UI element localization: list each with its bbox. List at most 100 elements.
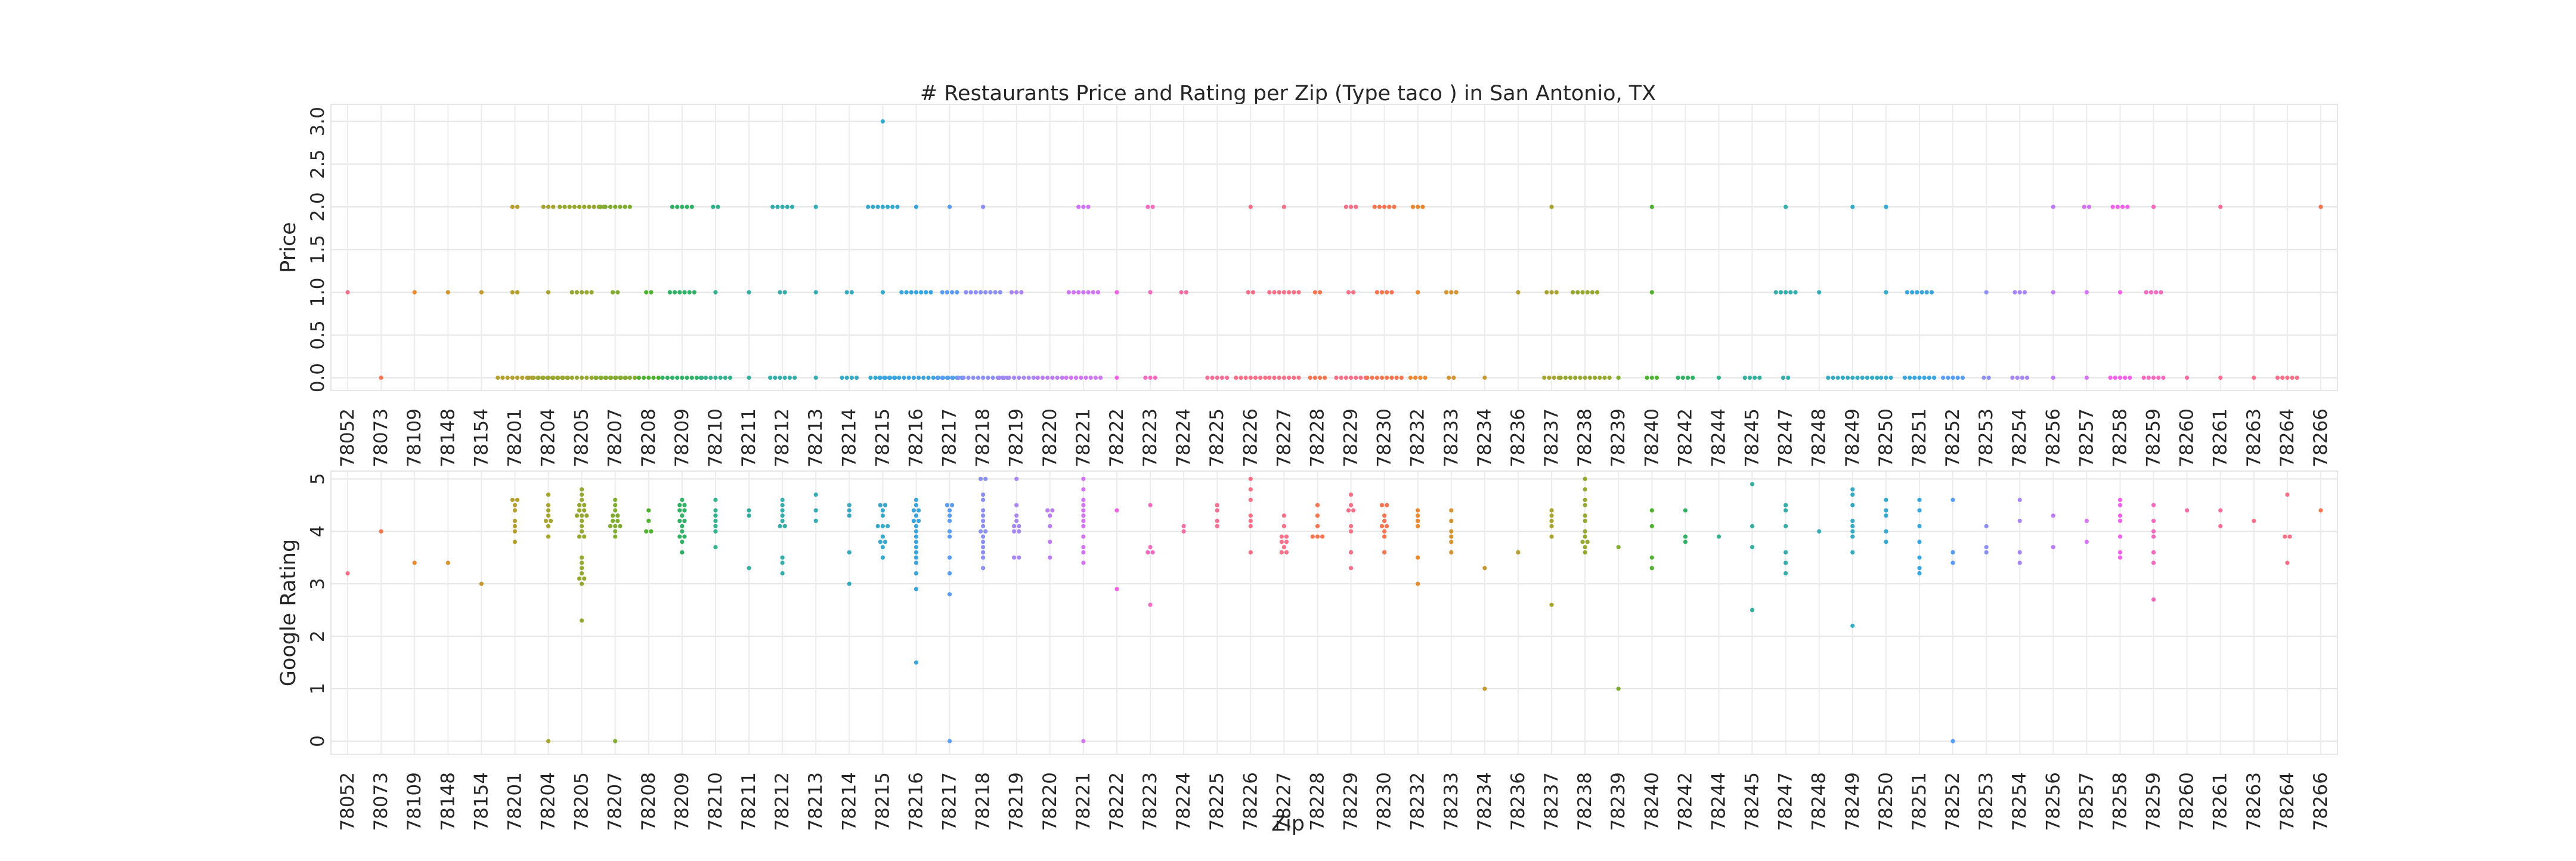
data-point [618,205,623,209]
data-point [512,503,518,507]
data-point [1784,503,1788,507]
data-point [1071,290,1076,295]
data-point [1081,560,1086,565]
x-tick-label: 78244 [1708,408,1729,467]
data-point [1035,375,1040,380]
data-point [727,375,733,380]
x-tick-label: 78251 [1909,408,1930,467]
data-point [940,375,945,380]
data-point [1315,524,1320,528]
data-point [778,290,782,295]
data-point [1081,544,1086,550]
data-point [1757,375,1762,380]
x-tick-label: 78221 [1073,408,1094,467]
data-point [981,550,986,555]
data-point [2318,508,2323,513]
data-point [572,205,577,209]
data-point [981,375,986,380]
data-point [871,205,875,209]
data-point [1086,290,1091,295]
data-point [613,375,618,380]
x-tick-label: 78260 [2176,772,2198,831]
data-point [1014,476,1019,481]
data-point [515,205,520,209]
data-point [2151,597,2156,602]
data-point [1248,205,1253,209]
data-point [608,205,613,209]
data-point [961,375,966,380]
data-point [2151,529,2156,534]
data-point [2051,544,2055,550]
data-point [1389,375,1394,380]
data-point [919,290,924,295]
data-point [1281,205,1286,209]
data-point [1645,375,1649,380]
data-point [813,508,818,513]
data-point [2120,205,2125,209]
data-point [981,205,986,209]
data-point [914,529,919,534]
data-point [1066,290,1071,295]
x-tick-label: 78226 [1240,408,1261,467]
data-point [1348,566,1354,571]
data-point [978,476,983,481]
data-point [713,518,718,524]
data-point [689,375,694,380]
data-point [1683,534,1688,539]
data-point [1981,375,1986,380]
data-point [1081,476,1086,481]
data-point [2015,375,2020,380]
data-point [955,290,959,295]
data-point [1379,375,1385,380]
data-point [550,375,555,380]
data-point [778,375,782,380]
data-point [2117,503,2123,507]
data-point [1081,550,1086,555]
data-point [1583,497,1587,502]
data-point [1012,555,1017,560]
data-point [2010,375,2015,380]
data-point [1374,375,1379,380]
data-point [569,290,574,295]
x-tick-label: 78245 [1742,772,1763,831]
data-point [2185,375,2190,380]
x-tick-label: 78212 [772,772,793,831]
data-point [1250,290,1255,295]
data-point [1239,375,1243,380]
data-point [1148,375,1153,380]
data-point [1929,290,1934,295]
data-point [713,544,718,550]
data-point [2017,560,2022,565]
data-point [1007,375,1012,380]
data-point [1286,375,1292,380]
data-point [1317,375,1323,380]
data-point [2144,290,2148,295]
x-tick-label: 78219 [1006,408,1027,467]
data-point [1284,534,1289,539]
data-point [496,375,500,380]
data-point [541,205,546,209]
data-point [926,375,931,380]
data-point [2117,534,2123,539]
data-point [1884,497,1888,502]
data-point [1248,497,1253,502]
x-tick-label: 78218 [973,772,994,831]
data-point [1549,508,1554,513]
data-point [551,205,556,209]
data-point [1750,482,1755,487]
data-point [677,518,682,524]
data-point [2017,497,2022,502]
x-tick-label: 78215 [872,408,893,467]
y-tick-label: 0.5 [307,320,329,349]
data-point [1595,290,1600,295]
data-point [978,290,983,295]
x-tick-label: 78233 [1441,408,1462,467]
data-point [1447,375,1451,380]
x-tick-label: 78204 [538,772,559,831]
data-point [1449,518,1454,524]
data-point [582,503,587,507]
data-point [512,524,518,528]
x-tick-label: 78229 [1340,408,1362,467]
data-point [883,540,888,544]
data-point [880,544,885,550]
